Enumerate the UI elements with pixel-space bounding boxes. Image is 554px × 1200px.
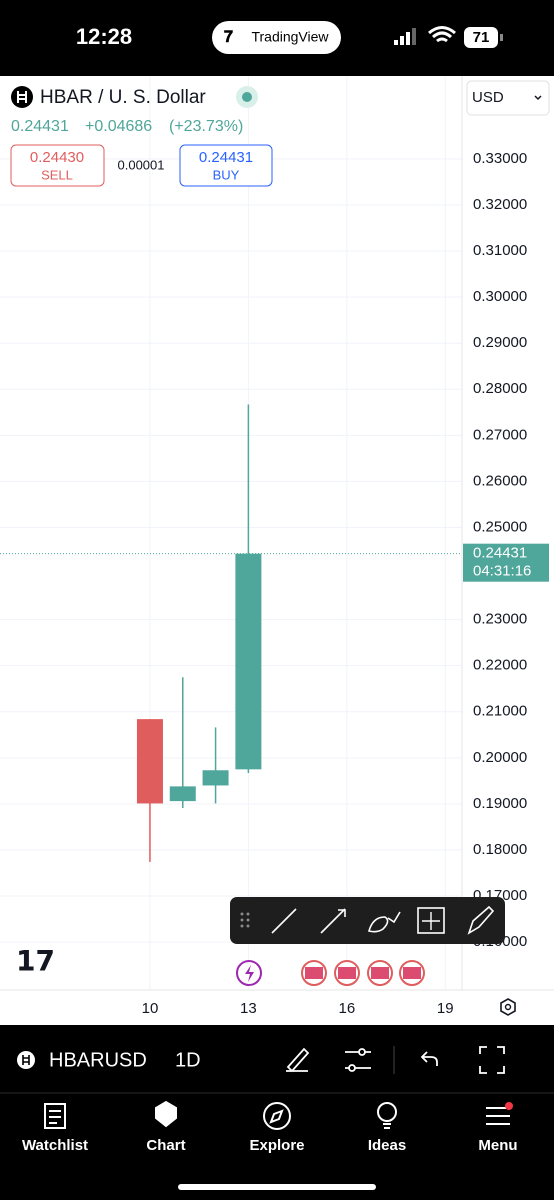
symbol-icon-mark bbox=[22, 1055, 30, 1065]
candle-body bbox=[235, 553, 262, 770]
nav-item[interactable]: Explore bbox=[249, 1137, 304, 1154]
tv-logo: 𝟕 bbox=[224, 29, 233, 46]
flag-events[interactable] bbox=[301, 960, 425, 986]
brush-tool[interactable] bbox=[368, 911, 401, 933]
tv-watermark: 𝟭𝟳 bbox=[16, 945, 55, 976]
sell-label: SELL bbox=[41, 167, 73, 182]
nav-item[interactable]: Menu bbox=[478, 1137, 517, 1154]
sell-price: 0.24430 bbox=[30, 149, 84, 166]
chart: 10 13 16 19 0.33000 0.32000 0.31000 0.30000 0.29… bbox=[0, 76, 549, 1017]
nav-icons bbox=[44, 1100, 510, 1130]
app-name: TradingView bbox=[251, 29, 329, 45]
change: +0.04686 bbox=[85, 118, 152, 135]
y-tick-label: 0.20000 bbox=[473, 749, 527, 766]
x-tick-label: 10 bbox=[142, 1000, 159, 1017]
fullscreen-button[interactable] bbox=[479, 1046, 505, 1074]
hbar-logo-mark bbox=[17, 91, 27, 103]
symbol[interactable]: HBARUSD bbox=[49, 1049, 147, 1071]
currency-select[interactable] bbox=[466, 80, 550, 116]
buy-label: BUY bbox=[213, 167, 240, 182]
trend-line-tool[interactable] bbox=[271, 908, 297, 934]
countdown: 04:31:16 bbox=[473, 563, 531, 580]
toolbar-bg bbox=[230, 897, 505, 944]
measure-cross bbox=[422, 912, 440, 930]
status-dot-inner bbox=[242, 92, 252, 102]
x-tick-label: 19 bbox=[437, 1000, 454, 1017]
app-pill[interactable] bbox=[212, 21, 341, 54]
slider-knob bbox=[348, 1064, 356, 1072]
slider-knob bbox=[358, 1048, 366, 1056]
notification-dot bbox=[505, 1102, 513, 1110]
candle-body bbox=[202, 770, 229, 786]
y-tick-label: 0.19000 bbox=[473, 795, 527, 812]
y-tick-label: 0.33000 bbox=[473, 150, 527, 167]
bottom-nav: Watchlist Chart Explore Ideas Menu bbox=[22, 1137, 518, 1154]
wifi bbox=[428, 26, 456, 43]
chevron bbox=[534, 95, 542, 101]
y-tick-label: 0.21000 bbox=[473, 703, 527, 720]
x-tick-label: 13 bbox=[240, 1000, 257, 1017]
y-tick-label: 0.32000 bbox=[473, 196, 527, 213]
battery-tip bbox=[500, 34, 503, 41]
sell-button[interactable] bbox=[10, 144, 105, 187]
buy-button[interactable] bbox=[179, 144, 273, 187]
y-tick-label: 0.27000 bbox=[473, 426, 527, 443]
y-tick-label: 0.31000 bbox=[473, 242, 527, 259]
draw-button[interactable] bbox=[286, 1047, 310, 1073]
measure-tool[interactable] bbox=[417, 907, 445, 934]
y-tick-label: 0.26000 bbox=[473, 472, 527, 489]
currency: USD bbox=[472, 89, 504, 106]
candle-body bbox=[169, 786, 196, 802]
x-tick-label: 16 bbox=[338, 1000, 355, 1017]
symbol-title[interactable]: HBAR / U. S. Dollar bbox=[40, 87, 206, 108]
drag-handle bbox=[240, 912, 250, 928]
battery bbox=[464, 27, 498, 48]
pen-tool[interactable] bbox=[467, 905, 495, 935]
battery-level: 71 bbox=[473, 29, 490, 46]
y-tick-label: 0.29000 bbox=[473, 334, 527, 351]
undo-button[interactable] bbox=[420, 1051, 438, 1066]
arrow-tool[interactable] bbox=[320, 908, 346, 934]
event-bolt bbox=[245, 965, 254, 982]
home-indicator bbox=[178, 1184, 376, 1190]
hbar-logo bbox=[11, 86, 33, 108]
y-tick-label: 0.28000 bbox=[473, 380, 527, 397]
nav-item[interactable]: Ideas bbox=[368, 1137, 406, 1154]
change-pct: (+23.73%) bbox=[169, 118, 243, 135]
buy-price: 0.24431 bbox=[199, 149, 253, 166]
candle-body bbox=[136, 719, 163, 804]
symbol-icon bbox=[17, 1051, 35, 1069]
y-tick-label: 0.18000 bbox=[473, 841, 527, 858]
y-tick-label: 0.25000 bbox=[473, 518, 527, 535]
y-tick-label: 0.30000 bbox=[473, 288, 527, 305]
interval[interactable]: 1D bbox=[175, 1049, 201, 1071]
spread: 0.00001 bbox=[118, 157, 165, 172]
time: 12:28 bbox=[76, 24, 132, 49]
y-tick-label: 0.22000 bbox=[473, 657, 527, 674]
nav-item[interactable]: Chart bbox=[146, 1137, 185, 1154]
signal bbox=[394, 28, 416, 45]
drawing-toolbar bbox=[230, 897, 505, 944]
y-tick-label: 0.23000 bbox=[473, 611, 527, 628]
last-price: 0.24431 bbox=[11, 118, 69, 135]
nav-item[interactable]: Watchlist bbox=[22, 1137, 88, 1154]
last-price-label: 0.24431 bbox=[473, 545, 527, 562]
last-price-tag bbox=[463, 543, 549, 582]
settings-dot bbox=[504, 1003, 512, 1011]
settings-icon[interactable] bbox=[500, 998, 516, 1016]
